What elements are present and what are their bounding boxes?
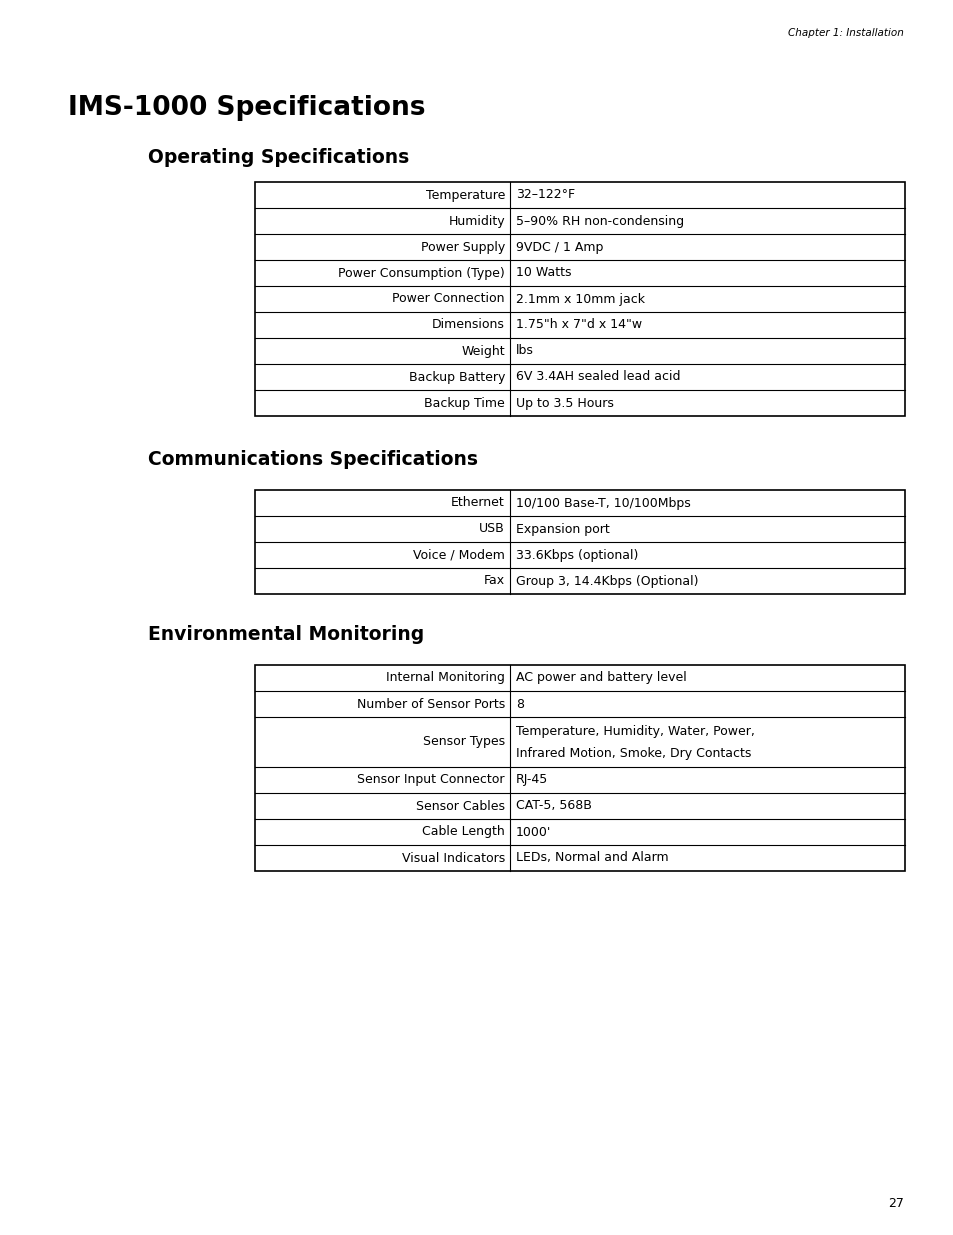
Text: Temperature, Humidity, Water, Power,: Temperature, Humidity, Water, Power, — [516, 725, 754, 739]
Text: LEDs, Normal and Alarm: LEDs, Normal and Alarm — [516, 851, 668, 864]
Text: Ethernet: Ethernet — [451, 496, 504, 510]
Text: 6V 3.4AH sealed lead acid: 6V 3.4AH sealed lead acid — [516, 370, 679, 384]
Text: Power Consumption (Type): Power Consumption (Type) — [338, 267, 504, 279]
Text: Power Supply: Power Supply — [420, 241, 504, 253]
Text: 10 Watts: 10 Watts — [516, 267, 571, 279]
Text: Sensor Cables: Sensor Cables — [416, 799, 504, 813]
Text: Operating Specifications: Operating Specifications — [148, 148, 409, 167]
Text: Communications Specifications: Communications Specifications — [148, 450, 477, 469]
Bar — [254, 664, 904, 871]
Text: Chapter 1: Installation: Chapter 1: Installation — [787, 28, 903, 38]
Text: AC power and battery level: AC power and battery level — [516, 672, 686, 684]
Text: Dimensions: Dimensions — [432, 319, 504, 331]
Text: 10/100 Base-T, 10/100Mbps: 10/100 Base-T, 10/100Mbps — [516, 496, 690, 510]
Text: RJ-45: RJ-45 — [516, 773, 548, 787]
Text: Environmental Monitoring: Environmental Monitoring — [148, 625, 424, 643]
Text: 33.6Kbps (optional): 33.6Kbps (optional) — [516, 548, 638, 562]
Text: USB: USB — [478, 522, 504, 536]
Text: Up to 3.5 Hours: Up to 3.5 Hours — [516, 396, 613, 410]
Text: Backup Battery: Backup Battery — [408, 370, 504, 384]
Text: Backup Time: Backup Time — [424, 396, 504, 410]
Text: 8: 8 — [516, 698, 523, 710]
Text: 1000': 1000' — [516, 825, 551, 839]
Text: Visual Indicators: Visual Indicators — [401, 851, 504, 864]
Text: CAT-5, 568B: CAT-5, 568B — [516, 799, 591, 813]
Text: 5–90% RH non-condensing: 5–90% RH non-condensing — [516, 215, 683, 227]
Text: Humidity: Humidity — [448, 215, 504, 227]
Bar — [254, 490, 904, 594]
Text: 32–122°F: 32–122°F — [516, 189, 575, 201]
Text: 1.75"h x 7"d x 14"w: 1.75"h x 7"d x 14"w — [516, 319, 641, 331]
Text: Number of Sensor Ports: Number of Sensor Ports — [356, 698, 504, 710]
Text: IMS-1000 Specifications: IMS-1000 Specifications — [68, 95, 425, 121]
Text: Weight: Weight — [461, 345, 504, 357]
Text: 2.1mm x 10mm jack: 2.1mm x 10mm jack — [516, 293, 644, 305]
Text: 9VDC / 1 Amp: 9VDC / 1 Amp — [516, 241, 602, 253]
Text: Voice / Modem: Voice / Modem — [413, 548, 504, 562]
Bar — [254, 182, 904, 416]
Text: Internal Monitoring: Internal Monitoring — [386, 672, 504, 684]
Text: Fax: Fax — [483, 574, 504, 588]
Text: Power Connection: Power Connection — [392, 293, 504, 305]
Text: 27: 27 — [887, 1197, 903, 1210]
Text: Infrared Motion, Smoke, Dry Contacts: Infrared Motion, Smoke, Dry Contacts — [516, 746, 751, 760]
Text: Temperature: Temperature — [425, 189, 504, 201]
Text: Expansion port: Expansion port — [516, 522, 609, 536]
Text: lbs: lbs — [516, 345, 534, 357]
Text: Sensor Types: Sensor Types — [422, 736, 504, 748]
Text: Group 3, 14.4Kbps (Optional): Group 3, 14.4Kbps (Optional) — [516, 574, 698, 588]
Text: Cable Length: Cable Length — [422, 825, 504, 839]
Text: Sensor Input Connector: Sensor Input Connector — [357, 773, 504, 787]
